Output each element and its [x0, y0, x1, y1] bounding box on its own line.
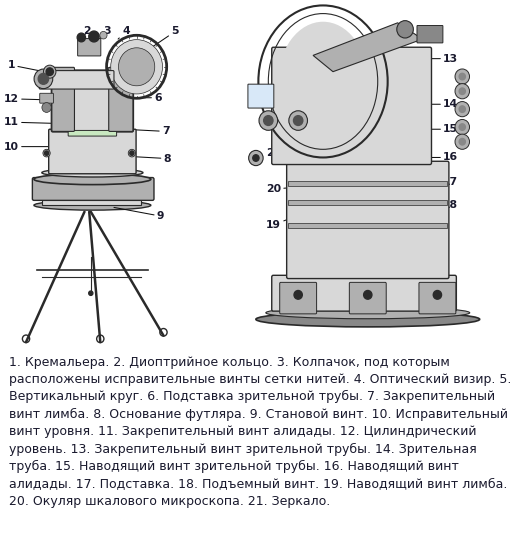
- Circle shape: [264, 116, 273, 125]
- FancyBboxPatch shape: [280, 282, 316, 314]
- FancyBboxPatch shape: [109, 67, 133, 131]
- Circle shape: [100, 31, 107, 39]
- FancyBboxPatch shape: [78, 39, 101, 56]
- Ellipse shape: [42, 168, 143, 177]
- Circle shape: [459, 73, 465, 80]
- Text: 18: 18: [398, 200, 458, 210]
- Polygon shape: [313, 23, 423, 72]
- Circle shape: [459, 88, 465, 94]
- Text: 13: 13: [398, 54, 458, 64]
- Text: труба. 15. Наводящий винт зрительной трубы. 16. Наводящий винт: труба. 15. Наводящий винт зрительной тру…: [9, 460, 459, 473]
- Text: винт лимба. 8. Основание футляра. 9. Становой винт. 10. Исправительный: винт лимба. 8. Основание футляра. 9. Ста…: [9, 408, 508, 421]
- Text: Вертикальный круг. 6. Подставка зрительной трубы. 7. Закрепительный: Вертикальный круг. 6. Подставка зрительн…: [9, 390, 495, 403]
- Circle shape: [89, 291, 93, 295]
- FancyBboxPatch shape: [68, 130, 117, 136]
- FancyBboxPatch shape: [40, 93, 53, 103]
- Circle shape: [294, 291, 303, 299]
- Circle shape: [455, 69, 469, 84]
- Circle shape: [38, 73, 49, 84]
- Text: 4: 4: [118, 27, 130, 39]
- Circle shape: [253, 155, 259, 161]
- FancyBboxPatch shape: [52, 67, 75, 131]
- Circle shape: [111, 40, 163, 94]
- Circle shape: [459, 138, 465, 145]
- Text: 8: 8: [128, 154, 171, 163]
- Ellipse shape: [34, 200, 151, 210]
- FancyBboxPatch shape: [272, 275, 456, 311]
- Text: 20. Окуляр шкалового микроскопа. 21. Зеркало.: 20. Окуляр шкалового микроскопа. 21. Зер…: [9, 495, 330, 508]
- Circle shape: [43, 149, 50, 157]
- Text: 20: 20: [266, 184, 296, 194]
- Text: алидады. 17. Подставка. 18. Подъемный винт. 19. Наводящий винт лимба.: алидады. 17. Подставка. 18. Подъемный ви…: [9, 477, 508, 490]
- Text: расположены исправительные винты сетки нитей. 4. Оптический визир. 5.: расположены исправительные винты сетки н…: [9, 373, 512, 386]
- Text: 10: 10: [4, 142, 51, 151]
- Circle shape: [459, 124, 465, 130]
- FancyBboxPatch shape: [39, 71, 114, 89]
- Circle shape: [77, 33, 85, 42]
- Text: 15: 15: [398, 124, 458, 134]
- Circle shape: [259, 111, 278, 130]
- Circle shape: [294, 116, 303, 125]
- Text: 6: 6: [123, 93, 162, 103]
- FancyBboxPatch shape: [417, 26, 443, 43]
- FancyBboxPatch shape: [288, 200, 448, 205]
- Circle shape: [455, 119, 469, 135]
- Text: 11: 11: [4, 117, 51, 127]
- Circle shape: [46, 68, 53, 75]
- Text: 16: 16: [398, 153, 458, 162]
- Text: 2: 2: [82, 27, 91, 39]
- Circle shape: [119, 48, 155, 86]
- Text: 1: 1: [8, 60, 44, 72]
- Circle shape: [249, 150, 263, 166]
- Text: 17: 17: [398, 177, 458, 187]
- Ellipse shape: [34, 174, 151, 185]
- Circle shape: [44, 65, 56, 78]
- Circle shape: [89, 31, 99, 42]
- FancyBboxPatch shape: [349, 282, 386, 314]
- Circle shape: [455, 134, 469, 149]
- FancyBboxPatch shape: [419, 282, 456, 314]
- FancyBboxPatch shape: [248, 84, 274, 108]
- FancyBboxPatch shape: [288, 223, 448, 228]
- Text: 9: 9: [114, 207, 164, 221]
- FancyBboxPatch shape: [272, 47, 431, 165]
- Circle shape: [455, 84, 469, 99]
- Circle shape: [42, 103, 51, 112]
- FancyBboxPatch shape: [51, 70, 134, 132]
- Text: 5: 5: [140, 27, 179, 55]
- Text: 19: 19: [266, 216, 296, 230]
- FancyBboxPatch shape: [32, 178, 154, 200]
- Circle shape: [128, 149, 136, 157]
- Circle shape: [289, 111, 308, 130]
- FancyBboxPatch shape: [49, 129, 136, 174]
- Circle shape: [459, 106, 465, 112]
- Circle shape: [130, 151, 134, 155]
- FancyBboxPatch shape: [288, 181, 448, 186]
- Circle shape: [455, 102, 469, 117]
- Circle shape: [45, 151, 49, 155]
- Text: 14: 14: [398, 99, 458, 109]
- Circle shape: [364, 291, 372, 299]
- Text: 12: 12: [4, 94, 51, 104]
- Ellipse shape: [266, 307, 470, 319]
- Circle shape: [433, 291, 441, 299]
- Ellipse shape: [278, 22, 368, 141]
- Text: винт уровня. 11. Закрепительный винт алидады. 12. Цилиндрический: винт уровня. 11. Закрепительный винт али…: [9, 425, 477, 438]
- Text: 1. Кремальера. 2. Диоптрийное кольцо. 3. Колпачок, под которым: 1. Кремальера. 2. Диоптрийное кольцо. 3.…: [9, 356, 450, 369]
- Circle shape: [34, 69, 53, 89]
- Text: уровень. 13. Закрепительный винт зрительной трубы. 14. Зрительная: уровень. 13. Закрепительный винт зритель…: [9, 443, 477, 456]
- Text: 7: 7: [123, 127, 169, 136]
- Text: 21: 21: [266, 148, 296, 158]
- Ellipse shape: [256, 312, 480, 327]
- FancyBboxPatch shape: [42, 189, 141, 205]
- FancyBboxPatch shape: [286, 161, 449, 279]
- Text: 3: 3: [99, 27, 111, 39]
- Circle shape: [397, 21, 413, 38]
